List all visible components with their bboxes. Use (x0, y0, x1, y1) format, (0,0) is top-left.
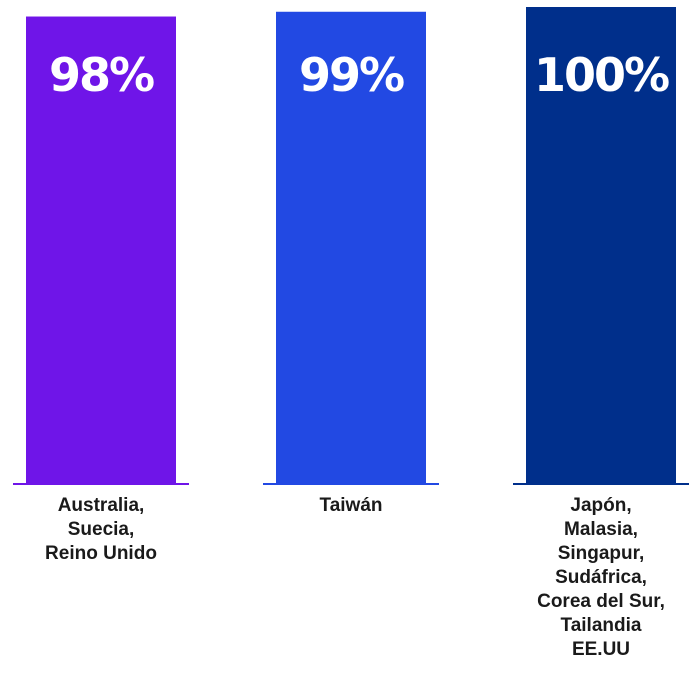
value-label-1: 98% (49, 48, 154, 102)
category-label-line: Australia, (57, 495, 145, 516)
category-label-line: Malasia, (564, 519, 638, 540)
category-label-line: Tailandia (560, 615, 642, 636)
category-label-line: Corea del Sur, (537, 591, 665, 612)
category-label-line: Taiwán (319, 495, 383, 516)
bar-3 (526, 7, 676, 483)
category-label-line: Suecia, (67, 519, 135, 540)
bar-1 (26, 16, 176, 484)
bar-2 (276, 11, 426, 483)
category-label-1: Australia, Suecia, Reino Unido (11, 494, 191, 566)
value-label-3: 100% (534, 48, 669, 102)
value-label-2: 99% (299, 48, 404, 102)
category-label-line: Reino Unido (45, 543, 157, 564)
category-label-3: Japón, Malasia, Singapur, Sudáfrica, Corea d… (511, 494, 691, 662)
category-label-2: Taiwán (261, 494, 441, 518)
category-label-line: Singapur, (557, 543, 645, 564)
category-label-line: Sudáfrica, (555, 567, 647, 588)
category-label-line: EE.UU (571, 639, 631, 660)
category-label-line: Japón, (570, 495, 632, 516)
